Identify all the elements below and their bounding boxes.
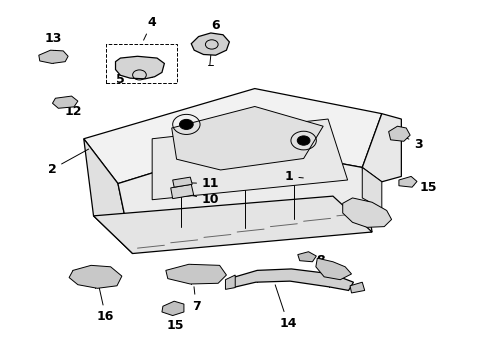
Polygon shape: [225, 275, 235, 289]
Polygon shape: [316, 258, 351, 280]
Text: 8: 8: [310, 254, 325, 267]
Text: 3: 3: [404, 136, 423, 150]
Text: 13: 13: [45, 32, 62, 54]
Text: 5: 5: [116, 67, 130, 86]
Polygon shape: [233, 269, 353, 291]
Polygon shape: [166, 264, 226, 284]
Polygon shape: [118, 155, 372, 253]
Polygon shape: [162, 301, 184, 316]
Polygon shape: [343, 198, 392, 227]
Polygon shape: [350, 282, 365, 293]
Text: 10: 10: [187, 193, 220, 206]
Circle shape: [179, 120, 193, 130]
Polygon shape: [172, 177, 192, 187]
Bar: [106, 44, 176, 83]
Text: 7: 7: [192, 287, 200, 313]
Circle shape: [297, 136, 310, 145]
Text: 15: 15: [410, 181, 437, 194]
Polygon shape: [171, 184, 194, 199]
Polygon shape: [172, 107, 323, 170]
Text: 4: 4: [144, 16, 156, 40]
Text: 1: 1: [285, 170, 303, 183]
Polygon shape: [116, 56, 164, 79]
Polygon shape: [152, 119, 347, 200]
Text: 15: 15: [167, 312, 184, 332]
Polygon shape: [52, 96, 78, 108]
Polygon shape: [84, 139, 133, 253]
Text: 12: 12: [64, 102, 82, 118]
Polygon shape: [39, 50, 68, 63]
Text: 11: 11: [192, 177, 220, 190]
Polygon shape: [84, 89, 382, 184]
Text: 16: 16: [97, 282, 115, 324]
Text: 14: 14: [275, 285, 297, 330]
Polygon shape: [69, 265, 122, 288]
Text: 9: 9: [325, 270, 333, 283]
Polygon shape: [94, 196, 372, 253]
Polygon shape: [389, 126, 410, 141]
Polygon shape: [362, 114, 401, 182]
Text: 2: 2: [48, 149, 89, 176]
Text: 6: 6: [211, 19, 220, 42]
Polygon shape: [191, 33, 229, 55]
Polygon shape: [298, 252, 317, 262]
Polygon shape: [399, 176, 417, 187]
Polygon shape: [362, 167, 382, 209]
